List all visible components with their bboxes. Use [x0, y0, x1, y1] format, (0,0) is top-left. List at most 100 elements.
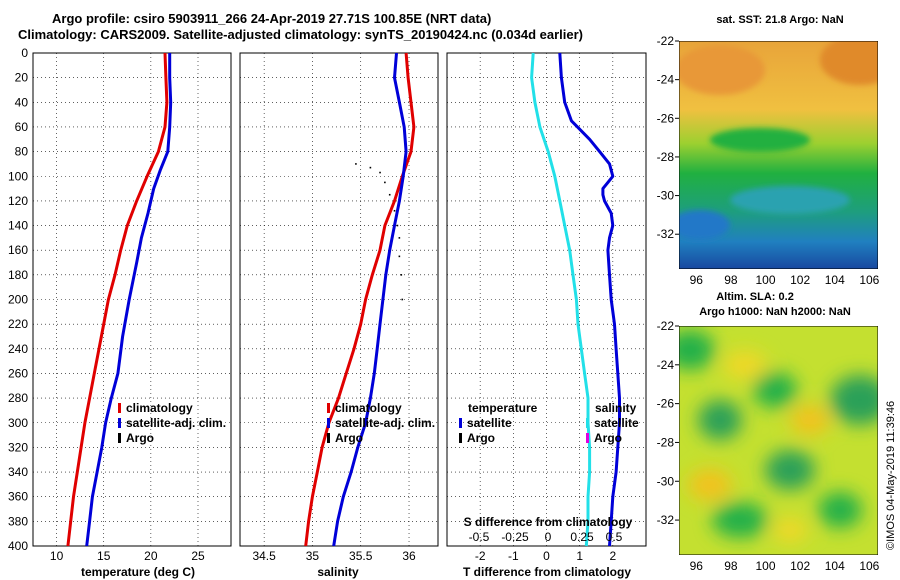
temperature-x-tick-label: 20 — [144, 549, 158, 563]
legend-label-argo: Argo — [126, 431, 154, 445]
salinity-legend: climatology satellite-adj. clim. Argo — [327, 401, 435, 445]
difference-salinity-satellite-line — [530, 52, 592, 547]
map-lat-tick-label: -32 — [657, 513, 675, 527]
s-difference-tick-label: 0 — [545, 530, 552, 544]
salinity-climatology-line — [304, 52, 416, 547]
depth-tick-label: 140 — [8, 219, 28, 233]
map-lat-tick-label: -22 — [657, 319, 675, 333]
depth-tick-label: 200 — [8, 293, 28, 307]
depth-tick-label: 360 — [8, 490, 28, 504]
argo-salinity-point — [388, 193, 391, 196]
map-lon-tick-label: 98 — [724, 559, 738, 573]
map-lon-tick-label: 102 — [790, 559, 810, 573]
temperature-legend: climatology satellite-adj. clim. Argo — [118, 401, 226, 445]
map-lon-tick-label: 106 — [859, 273, 879, 287]
depth-tick-label: 220 — [8, 317, 28, 331]
sla-eddy — [765, 450, 815, 490]
sla-high — [688, 469, 732, 501]
temperature-satellite-adj-clim--line — [85, 53, 173, 547]
depth-tick-label: 240 — [8, 342, 28, 356]
depth-tick-label: 60 — [15, 120, 29, 134]
salinity-x-tick-label: 35 — [306, 549, 320, 563]
map-lat-tick-label: -28 — [657, 150, 675, 164]
argo-salinity-point — [379, 171, 381, 174]
salinity-satellite-adj-clim--line — [332, 52, 408, 547]
legend-label-argo: Argo — [335, 431, 363, 445]
legend-swatch-argo — [118, 433, 121, 443]
depth-tick-label: 280 — [8, 391, 28, 405]
sla-eddy — [753, 372, 797, 408]
legend-heading-temperature: temperature — [468, 401, 538, 415]
sla-eddy — [679, 330, 715, 370]
depth-tick-label: 80 — [15, 145, 29, 159]
sst-blue-patch — [679, 210, 730, 240]
legend-swatch-satellite — [327, 418, 330, 428]
map-lon-tick-label: 100 — [756, 559, 776, 573]
temperature-climatology-line — [66, 52, 169, 547]
sla-map — [679, 326, 878, 555]
legend-swatch-s-satellite — [586, 418, 589, 428]
sst-cyan-patch — [730, 186, 850, 214]
difference-legend: temperature satellite Argo salinity sate… — [459, 401, 639, 445]
map-lat-tick-label: -28 — [657, 435, 675, 449]
legend-swatch-s-argo — [586, 433, 589, 443]
sst-green-patch — [710, 128, 810, 152]
sst-cool-patch — [679, 45, 765, 95]
difference-panel — [446, 52, 647, 547]
depth-tick-label: 100 — [8, 169, 28, 183]
legend-label-climatology: climatology — [126, 401, 193, 415]
legend-swatch-argo — [327, 433, 330, 443]
difference-x-tick-label: -2 — [475, 549, 486, 563]
argo-salinity-point — [355, 163, 357, 165]
imos-credit: ©IMOS 04-May-2019 11:39:46 — [885, 401, 897, 550]
difference-x-label: T difference from climatology — [463, 565, 631, 579]
depth-tick-label: 300 — [8, 416, 28, 430]
title-line-2: Climatology: CARS2009. Satellite-adjuste… — [18, 27, 583, 42]
depth-tick-label: 320 — [8, 440, 28, 454]
salinity-x-tick-label: 35.5 — [349, 549, 373, 563]
map-lon-tick-label: 106 — [859, 559, 879, 573]
s-difference-tick-label: 0.5 — [606, 530, 623, 544]
sla-high — [772, 518, 808, 542]
s-difference-label: S difference from climatology — [464, 515, 633, 529]
map-lat-tick-label: -24 — [657, 73, 675, 87]
legend-swatch-t-satellite — [459, 418, 462, 428]
title-line-1: Argo profile: csiro 5903911_266 24-Apr-2… — [52, 11, 492, 26]
difference-x-tick-label: 0 — [543, 549, 550, 563]
legend-label-t-argo: Argo — [467, 431, 495, 445]
map-lon-tick-label: 104 — [825, 559, 845, 573]
legend-label-satellite: satellite-adj. clim. — [126, 416, 226, 430]
legend-label-s-argo: Argo — [594, 431, 622, 445]
map-lon-tick-label: 102 — [790, 273, 810, 287]
argo-salinity-point — [396, 224, 399, 227]
difference-x-tick-label: 2 — [609, 549, 616, 563]
depth-tick-label: 180 — [8, 268, 28, 282]
legend-label-climatology: climatology — [335, 401, 402, 415]
sla-high — [790, 405, 830, 435]
sla-map-title: Altim. SLA: 0.2 — [716, 291, 794, 303]
argo-salinity-point — [369, 166, 372, 169]
sla-eddy — [712, 502, 768, 538]
sst-map — [679, 41, 878, 269]
argo-salinity-point — [401, 298, 404, 301]
sla-high — [723, 351, 767, 379]
temperature-x-tick-label: 25 — [191, 549, 205, 563]
map-lat-tick-label: -26 — [657, 111, 675, 125]
s-difference-tick-label: 0.25 — [570, 530, 594, 544]
map-lon-tick-label: 96 — [690, 273, 704, 287]
map-lat-tick-label: -30 — [657, 474, 675, 488]
s-difference-tick-label: -0.25 — [501, 530, 529, 544]
argo-salinity-point — [398, 255, 401, 258]
depth-tick-label: 160 — [8, 243, 28, 257]
map-lon-tick-label: 96 — [690, 559, 704, 573]
map-lat-tick-label: -22 — [657, 34, 675, 48]
legend-swatch-t-argo — [459, 433, 462, 443]
depth-tick-label: 260 — [8, 366, 28, 380]
difference-x-tick-label: -1 — [508, 549, 519, 563]
difference-x-tick-label: 1 — [576, 549, 583, 563]
sla-eddy — [818, 492, 862, 528]
legend-heading-salinity: salinity — [595, 401, 637, 415]
legend-label-satellite: satellite-adj. clim. — [335, 416, 435, 430]
sst-warm-patch — [820, 41, 878, 85]
